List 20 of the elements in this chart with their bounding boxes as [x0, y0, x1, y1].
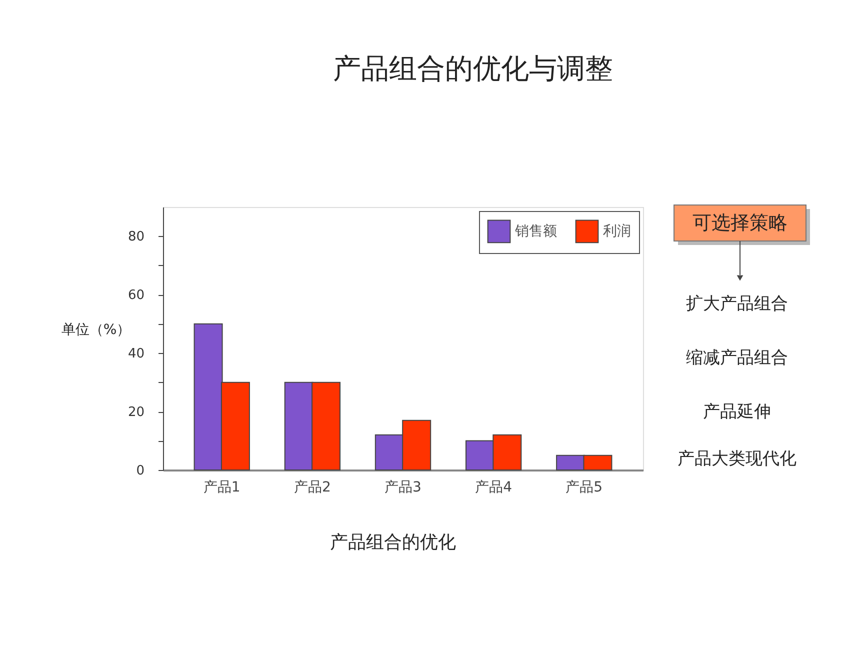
x-axis-title: 产品组合的优化 [330, 532, 456, 553]
y-tick-label: 0 [136, 464, 144, 478]
text: 扩大产品组合 [686, 294, 788, 314]
x-tick-label: 产品5 [566, 480, 603, 496]
x-tick-label: 产品1 [203, 480, 240, 496]
y-tick-label: 80 [128, 230, 144, 245]
y-tick-label: 20 [128, 405, 144, 420]
x-tick-label: 产品4 [475, 480, 512, 496]
chart-title: 产品组合的优化与调整 [333, 52, 613, 85]
text: 产品大类现代化 [678, 449, 796, 469]
x-tick-label: 产品3 [384, 480, 422, 496]
x-tick-label: 产品2 [294, 480, 331, 496]
text: 缩减产品组合 [686, 348, 788, 368]
legend-label: 利润 [603, 223, 631, 240]
legend-label: 销售额 [514, 223, 557, 240]
y-tick-label: 40 [128, 346, 144, 362]
y-axis-title: 单位（%） [61, 322, 131, 338]
text: 产品延伸 [703, 402, 771, 422]
text: 可选择策略 [692, 212, 788, 234]
y-tick-label: 60 [128, 288, 144, 304]
